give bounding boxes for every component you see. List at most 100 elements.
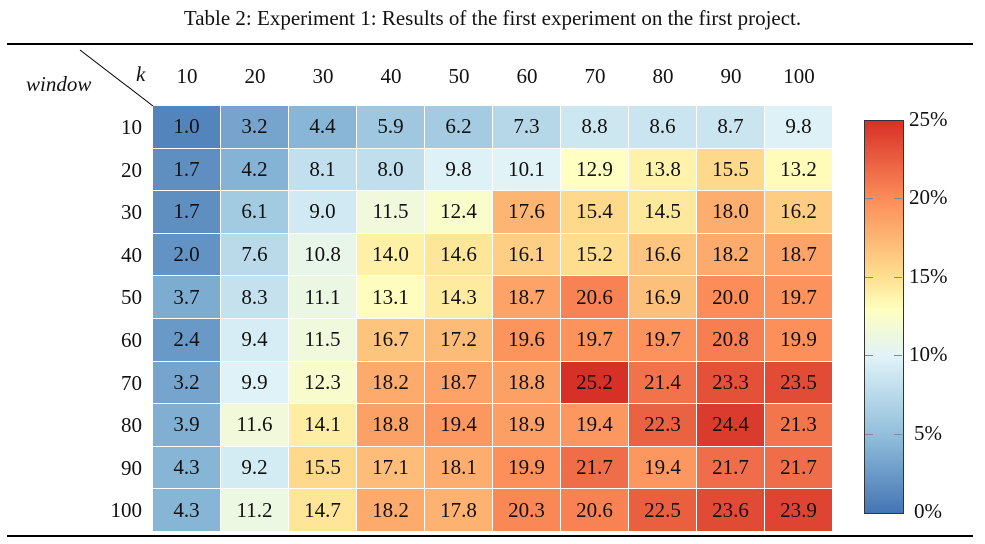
heatmap-cell: 1.7	[153, 148, 220, 191]
heatmap-cell: 4.2	[221, 148, 288, 191]
heatmap-cell: 11.2	[221, 489, 288, 531]
colorbar-tick-mark	[865, 276, 873, 278]
column-header: 50	[448, 64, 470, 88]
heatmap-cell: 19.7	[765, 276, 832, 318]
colorbar-tick-mark	[865, 198, 873, 200]
heatmap-cell: 6.2	[425, 106, 492, 148]
heatmap-cell: 21.4	[629, 361, 696, 404]
heatmap-cell: 4.3	[153, 489, 220, 531]
heatmap-cell: 16.6	[629, 233, 696, 276]
heatmap-cell: 9.0	[289, 191, 356, 233]
heatmap-cell: 3.9	[153, 404, 220, 446]
heatmap-cell: 14.1	[289, 404, 356, 446]
heatmap-cell: 22.5	[629, 489, 696, 531]
heatmap-cell: 13.8	[629, 148, 696, 191]
heatmap-cell: 19.9	[493, 446, 560, 489]
heatmap-cell: 23.6	[697, 489, 764, 531]
heatmap-cell: 10.8	[289, 233, 356, 276]
column-header: 10	[176, 64, 198, 88]
heatmap-cell: 3.7	[153, 276, 220, 318]
heatmap-cell: 18.8	[493, 361, 560, 404]
row-header: 40	[121, 242, 142, 267]
heatmap-cell: 18.8	[357, 404, 424, 446]
heatmap-cell: 15.5	[697, 148, 764, 191]
colorbar-tick-label: 20%	[909, 185, 948, 210]
heatmap-cell: 9.8	[425, 148, 492, 191]
column-header: 60	[516, 64, 538, 88]
column-header: 40	[380, 64, 402, 88]
heatmap-cell: 18.2	[357, 489, 424, 531]
heatmap-cell: 12.9	[561, 148, 628, 191]
heatmap-cell: 8.3	[221, 276, 288, 318]
bottom-rule	[7, 535, 973, 537]
table-caption: Table 2: Experiment 1: Results of the fi…	[183, 6, 802, 30]
row-header: 20	[121, 157, 142, 182]
heatmap-grid: 1.0 3.2 4.4 5.9 6.2 7.3 8.8 8.6 8.7 9.8 1.7 4.2 8.1 8…	[153, 106, 833, 532]
column-header: 30	[312, 64, 334, 88]
heatmap-cell: 9.8	[765, 106, 832, 148]
heatmap-cell: 14.0	[357, 233, 424, 276]
heatmap-cell: 21.7	[561, 446, 628, 489]
heatmap-cell: 5.9	[357, 106, 424, 148]
heatmap-cell: 11.5	[289, 319, 356, 361]
colorbar-tick-mark	[894, 198, 902, 200]
heatmap-cell: 13.1	[357, 276, 424, 318]
heatmap-cell: 22.3	[629, 404, 696, 446]
heatmap-cell: 18.0	[697, 191, 764, 233]
heatmap-cell: 18.7	[765, 233, 832, 276]
heatmap-cell: 3.2	[221, 106, 288, 148]
heatmap-cell: 16.9	[629, 276, 696, 318]
row-header: 50	[121, 285, 142, 310]
row-header: 60	[121, 328, 142, 352]
heatmap-cell: 14.3	[425, 276, 492, 318]
top-rule	[7, 43, 973, 45]
column-header: 90	[720, 64, 742, 88]
heatmap-cell: 16.2	[765, 191, 832, 233]
heatmap-cell: 4.4	[289, 106, 356, 148]
heatmap-cell: 1.0	[153, 106, 220, 148]
heatmap-cell: 11.1	[289, 276, 356, 318]
heatmap-cell: 7.3	[493, 106, 560, 148]
heatmap-cell: 24.4	[697, 404, 764, 446]
colorbar-tick-label: 15%	[909, 263, 948, 288]
heatmap-cell: 20.6	[561, 489, 628, 531]
row-header: 70	[121, 370, 142, 395]
heatmap-cell: 23.9	[765, 489, 832, 531]
column-header: 20	[244, 64, 266, 88]
heatmap-cell: 15.5	[289, 446, 356, 489]
heatmap-cell: 21.7	[697, 446, 764, 489]
colorbar-tick-mark	[894, 433, 902, 435]
row-axis-label: window	[26, 72, 92, 96]
heatmap-cell: 18.2	[357, 361, 424, 404]
colorbar-tick-label: 10%	[909, 342, 948, 367]
heatmap-cell: 16.7	[357, 319, 424, 361]
heatmap-cell: 9.4	[221, 319, 288, 361]
heatmap-cell: 14.5	[629, 191, 696, 233]
heatmap-cell: 3.2	[153, 361, 220, 404]
heatmap-cell: 19.4	[561, 404, 628, 446]
heatmap-cell: 6.1	[221, 191, 288, 233]
heatmap-cell: 15.2	[561, 233, 628, 276]
heatmap-cell: 19.9	[765, 319, 832, 361]
heatmap-cell: 8.8	[561, 106, 628, 148]
heatmap-cell: 20.6	[561, 276, 628, 318]
heatmap-cell: 20.0	[697, 276, 764, 318]
heatmap-cell: 17.1	[357, 446, 424, 489]
heatmap-cell: 12.3	[289, 361, 356, 404]
colorbar-tick-label: 5%	[914, 420, 942, 445]
heatmap-cell: 19.4	[629, 446, 696, 489]
heatmap-cell: 16.1	[493, 233, 560, 276]
colorbar-tick-mark	[894, 276, 902, 278]
heatmap-cell: 25.2	[561, 361, 628, 404]
colorbar	[864, 120, 904, 514]
heatmap-cell: 14.7	[289, 489, 356, 531]
heatmap-cell: 8.7	[697, 106, 764, 148]
heatmap-cell: 23.5	[765, 361, 832, 404]
heatmap-cell: 7.6	[221, 233, 288, 276]
heatmap-cell: 14.6	[425, 233, 492, 276]
row-header: 30	[121, 200, 142, 225]
heatmap-cell: 2.0	[153, 233, 220, 276]
heatmap-cell: 2.4	[153, 319, 220, 361]
row-header: 90	[121, 455, 142, 480]
heatmap-cell: 18.1	[425, 446, 492, 489]
